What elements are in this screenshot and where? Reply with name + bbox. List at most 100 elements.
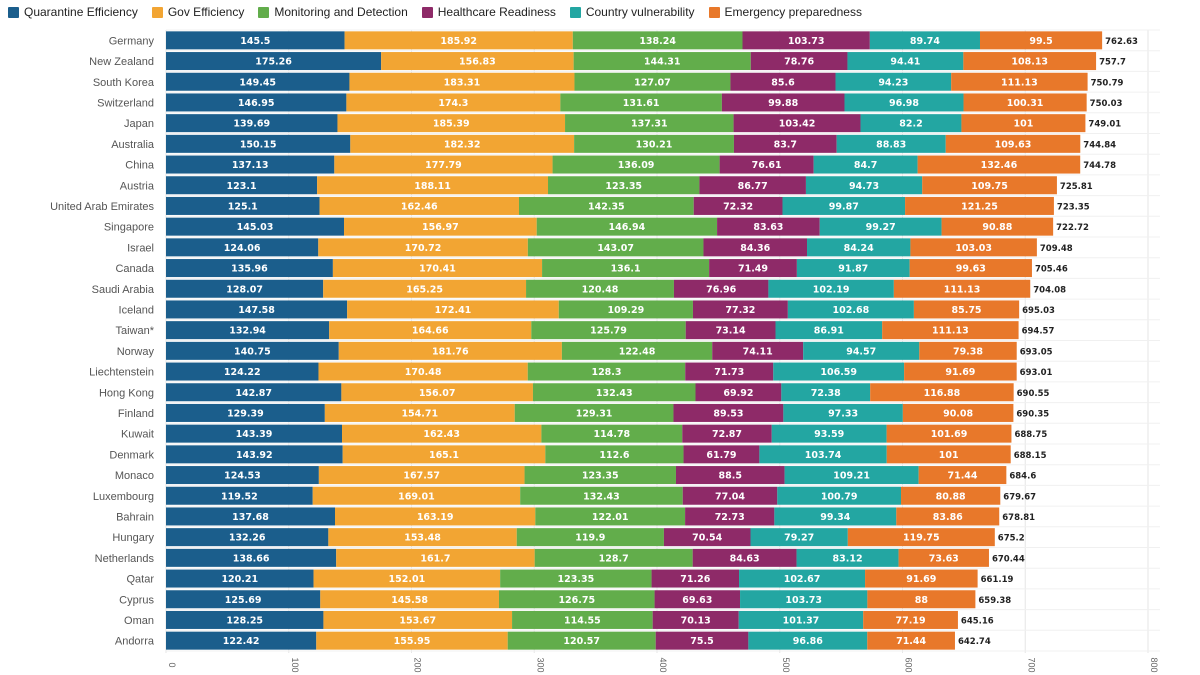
bar-segment[interactable] [535, 507, 686, 526]
bar-segment[interactable] [335, 507, 536, 526]
bar-segment[interactable] [342, 445, 546, 464]
bar-segment[interactable] [512, 610, 653, 629]
bar-segment[interactable] [951, 72, 1088, 91]
legend-item[interactable]: Monitoring and Detection [258, 5, 408, 19]
bar-segment[interactable] [531, 321, 686, 340]
bar-segment[interactable] [819, 217, 942, 236]
bar-segment[interactable] [882, 321, 1019, 340]
bar-segment[interactable] [316, 631, 508, 650]
bar-segment[interactable] [166, 590, 321, 609]
bar-segment[interactable] [709, 259, 797, 278]
bar-segment[interactable] [886, 424, 1012, 443]
bar-segment[interactable] [844, 93, 964, 112]
bar-segment[interactable] [318, 238, 528, 257]
bar-segment[interactable] [338, 341, 562, 360]
bar-segment[interactable] [166, 300, 348, 319]
bar-segment[interactable] [835, 72, 952, 91]
bar-segment[interactable] [651, 569, 740, 588]
bar-segment[interactable] [805, 176, 923, 195]
bar-segment[interactable] [532, 383, 696, 402]
bar-segment[interactable] [963, 93, 1087, 112]
bar-segment[interactable] [318, 466, 525, 485]
bar-segment[interactable] [166, 383, 342, 402]
bar-segment[interactable] [867, 631, 955, 650]
bar-segment[interactable] [673, 403, 784, 422]
bar-segment[interactable] [803, 341, 920, 360]
bar-segment[interactable] [847, 52, 964, 71]
bar-segment[interactable] [166, 631, 317, 650]
bar-segment[interactable] [782, 196, 906, 215]
bar-segment[interactable] [565, 114, 734, 133]
bar-segment[interactable] [867, 590, 976, 609]
bar-segment[interactable] [558, 300, 693, 319]
bar-segment[interactable] [536, 217, 718, 236]
bar-segment[interactable] [561, 341, 713, 360]
bar-segment[interactable] [166, 610, 324, 629]
bar-segment[interactable] [166, 424, 343, 443]
bar-segment[interactable] [771, 424, 887, 443]
legend-item[interactable]: Emergency preparedness [708, 5, 862, 19]
bar-segment[interactable] [166, 528, 329, 547]
bar-segment[interactable] [917, 155, 1081, 174]
bar-segment[interactable] [166, 486, 313, 505]
bar-segment[interactable] [318, 362, 528, 381]
bar-segment[interactable] [909, 259, 1032, 278]
bar-segment[interactable] [344, 31, 573, 50]
bar-segment[interactable] [518, 196, 694, 215]
bar-segment[interactable] [541, 424, 683, 443]
bar-segment[interactable] [166, 238, 319, 257]
bar-segment[interactable] [739, 569, 866, 588]
bar-segment[interactable] [787, 300, 914, 319]
bar-segment[interactable] [784, 466, 919, 485]
bar-segment[interactable] [166, 548, 337, 567]
bar-segment[interactable] [865, 569, 978, 588]
bar-segment[interactable] [740, 590, 868, 609]
bar-segment[interactable] [507, 631, 656, 650]
bar-segment[interactable] [748, 631, 868, 650]
bar-segment[interactable] [893, 279, 1031, 298]
bar-segment[interactable] [919, 341, 1017, 360]
bar-segment[interactable] [520, 486, 683, 505]
bar-segment[interactable] [498, 590, 655, 609]
bar-segment[interactable] [527, 238, 704, 257]
bar-segment[interactable] [574, 72, 731, 91]
bar-segment[interactable] [514, 403, 674, 422]
bar-segment[interactable] [692, 300, 788, 319]
bar-segment[interactable] [673, 279, 769, 298]
bar-segment[interactable] [685, 362, 774, 381]
bar-segment[interactable] [350, 134, 575, 153]
bar-segment[interactable] [730, 72, 836, 91]
bar-segment[interactable] [699, 176, 806, 195]
bar-segment[interactable] [166, 72, 350, 91]
bar-segment[interactable] [901, 486, 1001, 505]
bar-segment[interactable] [319, 196, 519, 215]
bar-segment[interactable] [166, 466, 319, 485]
bar-segment[interactable] [534, 548, 693, 567]
bar-segment[interactable] [323, 610, 513, 629]
bar-segment[interactable] [733, 114, 861, 133]
bar-segment[interactable] [329, 321, 532, 340]
bar-segment[interactable] [719, 155, 814, 174]
bar-segment[interactable] [166, 52, 382, 71]
bar-segment[interactable] [334, 155, 553, 174]
bar-segment[interactable] [796, 259, 910, 278]
bar-segment[interactable] [961, 114, 1086, 133]
bar-segment[interactable] [323, 279, 527, 298]
bar-segment[interactable] [774, 507, 897, 526]
bar-segment[interactable] [524, 466, 676, 485]
bar-segment[interactable] [695, 383, 782, 402]
bar-segment[interactable] [166, 93, 347, 112]
bar-segment[interactable] [910, 238, 1037, 257]
bar-segment[interactable] [902, 403, 1014, 422]
bar-segment[interactable] [945, 134, 1081, 153]
bar-segment[interactable] [552, 155, 720, 174]
legend-item[interactable]: Quarantine Efficiency [8, 5, 138, 19]
bar-segment[interactable] [777, 486, 902, 505]
bar-segment[interactable] [683, 445, 760, 464]
bar-segment[interactable] [721, 93, 845, 112]
bar-segment[interactable] [759, 445, 887, 464]
bar-segment[interactable] [336, 548, 535, 567]
bar-segment[interactable] [869, 31, 980, 50]
bar-segment[interactable] [166, 114, 338, 133]
bar-segment[interactable] [979, 31, 1103, 50]
